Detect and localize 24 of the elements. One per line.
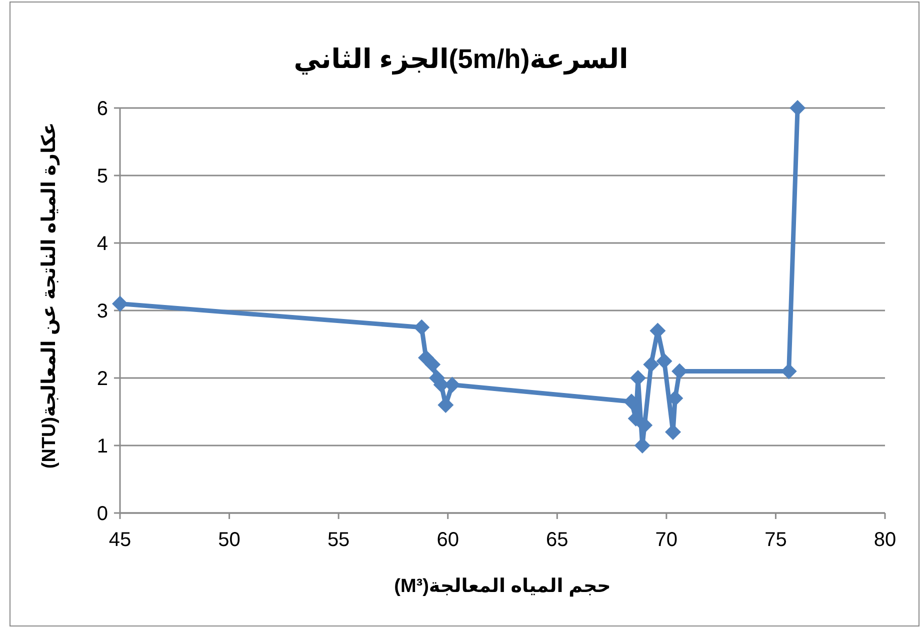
x-tick-label: 60 xyxy=(436,529,459,551)
point xyxy=(656,353,672,370)
y-axis-title: عكارة المياه الناتجة عن المعالجة(NTU) xyxy=(39,122,60,469)
y-tick-label: 4 xyxy=(96,233,108,255)
x-tick-label: 75 xyxy=(764,529,787,551)
point xyxy=(414,319,430,336)
x-tick-label: 50 xyxy=(218,529,240,551)
x-axis-title: حجم المياه المعالجة(M³) xyxy=(394,576,611,597)
point xyxy=(643,356,660,372)
y-tick-label: 5 xyxy=(96,166,108,188)
x-tick-label: 65 xyxy=(546,529,568,551)
x-tick-label: 70 xyxy=(655,529,678,551)
y-tick-label: 0 xyxy=(96,503,108,525)
y-tick-label: 1 xyxy=(96,436,108,458)
y-tick-label: 2 xyxy=(96,368,108,390)
x-tick-label: 80 xyxy=(874,529,896,551)
x-tick-label: 55 xyxy=(327,529,350,551)
x-tick-label: 45 xyxy=(108,529,132,551)
point xyxy=(424,356,441,372)
chart-title: السرعة(5m/h)الجزء الثاني xyxy=(294,44,628,75)
point xyxy=(112,296,128,312)
y-tick-label: 6 xyxy=(96,98,108,120)
point xyxy=(790,100,806,116)
y-tick-label: 3 xyxy=(96,300,108,322)
